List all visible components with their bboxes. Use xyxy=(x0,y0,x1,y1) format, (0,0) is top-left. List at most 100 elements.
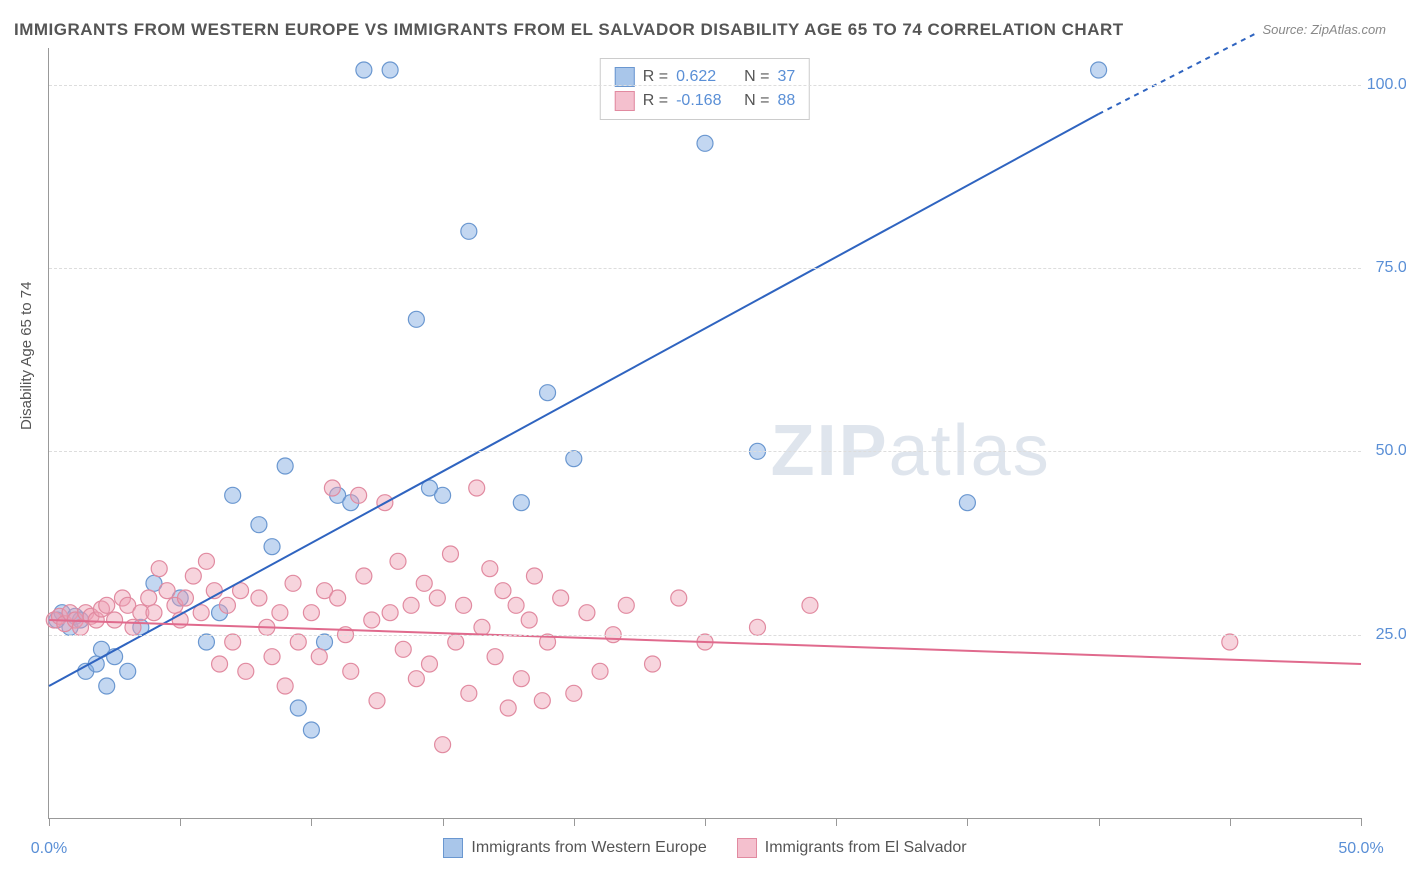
data-point xyxy=(285,575,301,591)
data-point xyxy=(264,539,280,555)
gridline xyxy=(49,268,1361,269)
legend-bottom-item: Immigrants from El Salvador xyxy=(737,838,967,858)
data-point xyxy=(435,737,451,753)
trend-line xyxy=(49,114,1099,686)
data-point xyxy=(364,612,380,628)
x-tick-label: 0.0% xyxy=(31,840,67,858)
data-point xyxy=(272,605,288,621)
y-axis-label: Disability Age 65 to 74 xyxy=(18,282,35,430)
data-point xyxy=(225,487,241,503)
legend-row: R =-0.168N =88 xyxy=(615,89,795,113)
data-point xyxy=(579,605,595,621)
data-point xyxy=(198,553,214,569)
legend-correlation: R =0.622N =37R =-0.168N =88 xyxy=(600,58,810,120)
source-label: Source: ZipAtlas.com xyxy=(1262,22,1386,37)
x-tick-label: 50.0% xyxy=(1338,840,1383,858)
legend-series: Immigrants from Western Europe Immigrants… xyxy=(49,838,1361,858)
scatter-plot xyxy=(49,48,1361,818)
data-point xyxy=(225,634,241,650)
data-point xyxy=(618,597,634,613)
trend-line-extrapolated xyxy=(1099,33,1256,114)
data-point xyxy=(277,458,293,474)
data-point xyxy=(959,495,975,511)
data-point xyxy=(442,546,458,562)
r-label: R = xyxy=(643,68,668,86)
data-point xyxy=(671,590,687,606)
data-point xyxy=(482,561,498,577)
legend-bottom-label: Immigrants from Western Europe xyxy=(471,839,706,857)
data-point xyxy=(356,62,372,78)
data-point xyxy=(185,568,201,584)
gridline xyxy=(49,85,1361,86)
legend-swatch xyxy=(737,838,757,858)
data-point xyxy=(421,656,437,672)
data-point xyxy=(238,663,254,679)
n-value: 37 xyxy=(777,68,795,86)
data-point xyxy=(495,583,511,599)
data-point xyxy=(177,590,193,606)
data-point xyxy=(303,722,319,738)
r-value: 0.622 xyxy=(676,68,736,86)
x-tick xyxy=(967,818,968,826)
legend-swatch xyxy=(615,91,635,111)
data-point xyxy=(408,311,424,327)
data-point xyxy=(513,495,529,511)
data-point xyxy=(159,583,175,599)
data-point xyxy=(521,612,537,628)
data-point xyxy=(474,619,490,635)
x-tick xyxy=(180,818,181,826)
data-point xyxy=(317,634,333,650)
y-tick-label: 100.0% xyxy=(1367,76,1406,94)
x-tick xyxy=(836,818,837,826)
data-point xyxy=(151,561,167,577)
data-point xyxy=(534,693,550,709)
data-point xyxy=(461,223,477,239)
data-point xyxy=(429,590,445,606)
data-point xyxy=(356,568,372,584)
data-point xyxy=(264,649,280,665)
data-point xyxy=(290,700,306,716)
data-point xyxy=(697,135,713,151)
n-label: N = xyxy=(744,92,769,110)
data-point xyxy=(198,634,214,650)
gridline xyxy=(49,451,1361,452)
data-point xyxy=(456,597,472,613)
data-point xyxy=(290,634,306,650)
data-point xyxy=(566,451,582,467)
data-point xyxy=(802,597,818,613)
y-tick-label: 25.0% xyxy=(1376,626,1406,644)
data-point xyxy=(645,656,661,672)
data-point xyxy=(343,663,359,679)
data-point xyxy=(369,693,385,709)
data-point xyxy=(513,671,529,687)
data-point xyxy=(435,487,451,503)
y-tick-label: 75.0% xyxy=(1376,259,1406,277)
x-tick xyxy=(1099,818,1100,826)
data-point xyxy=(1222,634,1238,650)
data-point xyxy=(146,605,162,621)
data-point xyxy=(382,605,398,621)
data-point xyxy=(324,480,340,496)
data-point xyxy=(330,590,346,606)
n-label: N = xyxy=(744,68,769,86)
data-point xyxy=(395,641,411,657)
data-point xyxy=(219,597,235,613)
data-point xyxy=(448,634,464,650)
data-point xyxy=(508,597,524,613)
data-point xyxy=(277,678,293,694)
n-value: 88 xyxy=(777,92,795,110)
data-point xyxy=(382,62,398,78)
x-tick xyxy=(49,818,50,826)
data-point xyxy=(500,700,516,716)
data-point xyxy=(99,597,115,613)
data-point xyxy=(390,553,406,569)
legend-bottom-label: Immigrants from El Salvador xyxy=(765,839,967,857)
data-point xyxy=(408,671,424,687)
chart-title: IMMIGRANTS FROM WESTERN EUROPE VS IMMIGR… xyxy=(14,20,1124,40)
data-point xyxy=(553,590,569,606)
data-point xyxy=(1091,62,1107,78)
chart-area: ZIPatlas R =0.622N =37R =-0.168N =88 Imm… xyxy=(48,48,1361,819)
x-tick xyxy=(311,818,312,826)
data-point xyxy=(566,685,582,701)
data-point xyxy=(251,517,267,533)
